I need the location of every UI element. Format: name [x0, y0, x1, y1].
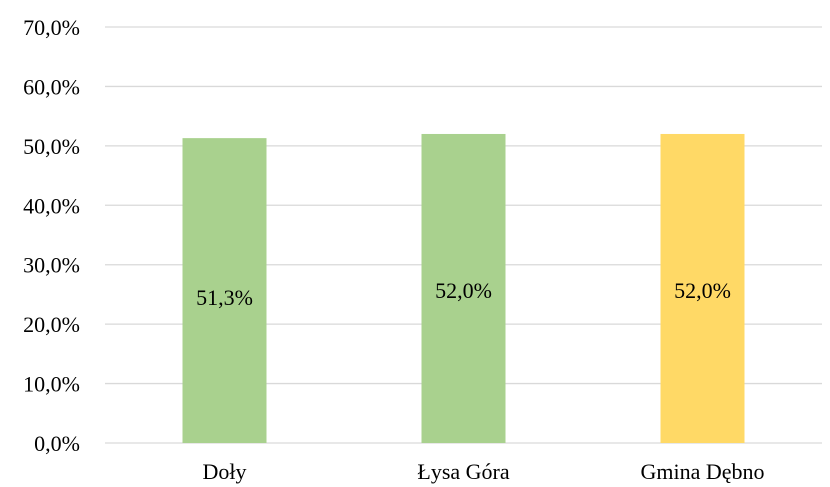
x-axis-categories: Doły Łysa Góra Gmina Dębno	[203, 459, 765, 484]
y-tick-label: 40,0%	[23, 193, 80, 218]
bar	[421, 133, 506, 443]
x-category-label: Gmina Dębno	[640, 459, 764, 484]
y-tick-label: 60,0%	[23, 74, 80, 99]
x-category-label: Łysa Góra	[417, 459, 509, 484]
y-tick-label: 0,0%	[34, 431, 80, 456]
data-label: 52,0%	[435, 278, 492, 303]
data-labels: 51,3% 52,0% 52,0%	[196, 278, 731, 310]
bar	[660, 133, 745, 443]
y-tick-label: 50,0%	[23, 134, 80, 159]
data-label: 51,3%	[196, 285, 253, 310]
y-tick-label: 30,0%	[23, 253, 80, 278]
y-tick-label: 70,0%	[23, 15, 80, 40]
x-category-label: Doły	[203, 459, 247, 484]
y-axis-ticks: 0,0% 10,0% 20,0% 30,0% 40,0% 50,0% 60,0% 70,0%	[23, 15, 80, 456]
y-tick-label: 20,0%	[23, 312, 80, 337]
bars	[182, 133, 745, 444]
data-label: 52,0%	[674, 278, 731, 303]
y-tick-label: 10,0%	[23, 372, 80, 397]
bar	[182, 138, 267, 444]
